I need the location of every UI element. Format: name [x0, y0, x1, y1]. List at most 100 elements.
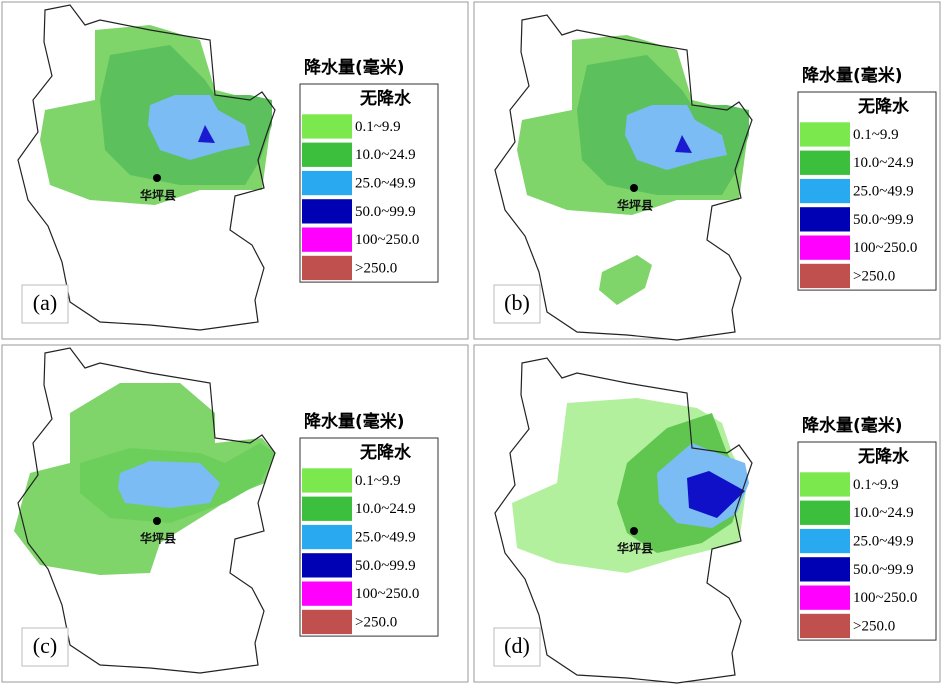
city-label: 华坪县: [140, 188, 176, 203]
legend-swatch: [800, 235, 850, 260]
rain-zone: [599, 255, 652, 305]
panel-label: (d): [504, 633, 530, 658]
legend-label: 25.0~49.9: [355, 529, 416, 545]
panel: 华坪县 (a) 降水量(毫米) 无降水 0.1~9.9 10.0~24.9 25.0~49.…: [1, 1, 469, 340]
legend: 降水量(毫米) 无降水 0.1~9.9 10.0~24.9 25.0~49.9 50.0~…: [797, 415, 937, 641]
legend-label: 10.0~24.9: [355, 501, 416, 517]
panel-label: (c): [33, 633, 57, 658]
rain-zone: [198, 125, 215, 143]
legend-label: 10.0~24.9: [853, 505, 914, 521]
legend-frame: [797, 91, 937, 291]
legend-label: 无降水: [359, 88, 412, 109]
legend-swatch: [302, 114, 352, 139]
label-frame: [493, 284, 541, 324]
legend-swatch: [302, 170, 352, 196]
legend-swatch: [302, 581, 352, 606]
legend-swatch: [800, 528, 850, 554]
legend-swatch: [302, 496, 352, 521]
city-label: 华坪县: [140, 531, 176, 546]
legend-label: 0.1~9.9: [853, 127, 899, 143]
legend: 降水量(毫米) 无降水 0.1~9.9 10.0~24.9 25.0~49.9 50.0~…: [797, 65, 937, 291]
legend-swatch: [800, 263, 850, 289]
county-boundary: [17, 4, 276, 331]
legend-swatch: [302, 86, 352, 111]
legend-swatch: [800, 585, 850, 610]
legend-swatch: [800, 444, 850, 469]
legend-swatch: [302, 609, 352, 635]
label-frame: [493, 627, 541, 667]
legend: 降水量(毫米) 无降水 0.1~9.9 10.0~24.9 25.0~49.9 50.0~…: [299, 411, 439, 637]
map: 华坪县: [17, 4, 276, 331]
legend-swatch: [302, 524, 352, 550]
legend-swatch: [302, 199, 352, 224]
panel-frame: [1, 344, 469, 683]
panel-frame: [473, 1, 941, 340]
panel-label-box: (d): [493, 627, 541, 667]
legend-frame: [299, 437, 439, 637]
legend-label: 无降水: [857, 446, 910, 467]
map: 华坪县: [494, 14, 753, 341]
rain-zone: [675, 135, 692, 153]
legend-swatch: [302, 553, 352, 578]
legend-title: 降水量(毫米): [304, 57, 405, 78]
city-dot: [153, 174, 161, 182]
legend-title: 降水量(毫米): [304, 411, 405, 432]
legend-label: 0.1~9.9: [355, 473, 401, 489]
legend-label: 50.0~99.9: [853, 562, 914, 578]
rain-zone: [687, 471, 745, 518]
rain-zone: [625, 105, 727, 170]
label-frame: [21, 284, 69, 324]
rain-zone: [148, 95, 250, 160]
legend-label: 100~250.0: [355, 232, 419, 248]
legend-swatch: [302, 440, 352, 465]
panel-label-box: (a): [21, 284, 69, 324]
city-dot: [153, 517, 161, 525]
legend-swatch: [800, 613, 850, 639]
legend-title: 降水量(毫米): [802, 65, 903, 86]
legend-title: 降水量(毫米): [802, 415, 903, 436]
county-boundary: [494, 14, 753, 341]
legend-swatch: [800, 472, 850, 497]
legend-label: 0.1~9.9: [355, 119, 401, 135]
legend-label: >250.0: [853, 618, 895, 634]
legend-swatch: [800, 557, 850, 582]
legend-label: >250.0: [355, 614, 397, 630]
legend-label: 100~250.0: [355, 586, 419, 602]
panel: 华坪县 (c) 降水量(毫米) 无降水 0.1~9.9 10.0~24.9 25.0~49.…: [1, 344, 469, 683]
legend-label: 0.1~9.9: [853, 477, 899, 493]
county-boundary: [494, 357, 753, 684]
panel: 华坪县 (b) 降水量(毫米) 无降水 0.1~9.9 10.0~24.9 25.0~49.…: [473, 1, 941, 341]
legend-label: 50.0~99.9: [355, 558, 416, 574]
city-dot: [630, 527, 638, 535]
legend-swatch: [800, 178, 850, 204]
city-label: 华坪县: [617, 198, 653, 213]
label-frame: [21, 627, 69, 667]
legend-swatch: [800, 500, 850, 525]
legend-swatch: [302, 227, 352, 252]
legend-swatch: [800, 207, 850, 232]
city-label: 华坪县: [617, 541, 653, 556]
legend-swatch: [800, 94, 850, 119]
panel-label-box: (b): [493, 284, 541, 324]
legend-label: >250.0: [355, 260, 397, 276]
legend-label: >250.0: [853, 268, 895, 284]
panel-label-box: (c): [21, 627, 69, 667]
legend-swatch: [800, 122, 850, 147]
legend-label: 10.0~24.9: [355, 147, 416, 163]
panel-frame: [473, 344, 941, 683]
legend-label: 100~250.0: [853, 590, 917, 606]
map: 华坪县: [494, 357, 753, 684]
county-boundary: [17, 347, 276, 674]
legend-swatch: [302, 142, 352, 167]
rain-zone: [118, 461, 220, 508]
legend-label: 25.0~49.9: [853, 533, 914, 549]
legend-label: 100~250.0: [853, 240, 917, 256]
legend-frame: [299, 83, 439, 283]
legend-label: 25.0~49.9: [853, 183, 914, 199]
legend-label: 50.0~99.9: [355, 204, 416, 220]
legend-label: 50.0~99.9: [853, 212, 914, 228]
legend: 降水量(毫米) 无降水 0.1~9.9 10.0~24.9 25.0~49.9 50.0~…: [299, 57, 439, 283]
legend-swatch: [800, 150, 850, 175]
city-dot: [630, 184, 638, 192]
